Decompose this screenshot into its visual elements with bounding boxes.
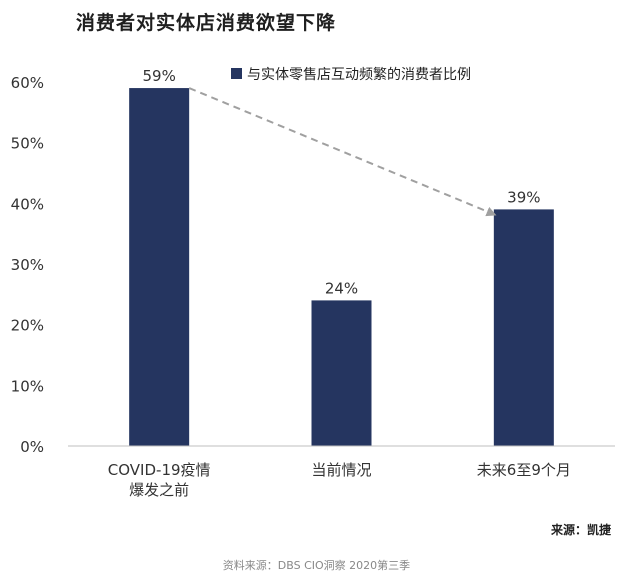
bar-value-label: 24%	[325, 279, 358, 297]
bar-value-label: 59%	[142, 67, 175, 85]
x-tick-label: 未来6至9个月	[477, 461, 571, 479]
value-labels: 59% 24% 39%	[142, 67, 540, 297]
y-tick-label: 60%	[11, 74, 44, 92]
y-axis: 0% 10% 20% 30% 40% 50% 60%	[11, 74, 44, 456]
bar	[129, 88, 190, 447]
bar-value-label: 39%	[507, 188, 540, 206]
legend-swatch	[231, 68, 242, 79]
y-tick-label: 40%	[11, 195, 44, 213]
bar	[311, 300, 372, 446]
chart-title: 消费者对实体店消费欲望下降	[76, 12, 337, 34]
bar	[493, 209, 554, 446]
x-tick-label: 爆发之前	[129, 481, 189, 499]
x-tick-label: 当前情况	[311, 461, 371, 479]
source-label: 来源：凯捷	[550, 523, 611, 537]
y-tick-label: 30%	[11, 256, 44, 274]
legend: 与实体零售店互动频繁的消费者比例	[231, 67, 471, 83]
y-tick-label: 20%	[11, 317, 44, 335]
x-tick-label: COVID-19疫情	[108, 461, 211, 479]
y-tick-label: 10%	[11, 377, 44, 395]
y-tick-label: 0%	[20, 438, 44, 456]
y-tick-label: 50%	[11, 135, 44, 153]
footer-note: 资料来源：DBS CIO洞察 2020第三季	[222, 559, 411, 572]
legend-label: 与实体零售店互动频繁的消费者比例	[247, 67, 471, 83]
bars	[129, 88, 554, 447]
trend-arrow	[188, 87, 497, 217]
